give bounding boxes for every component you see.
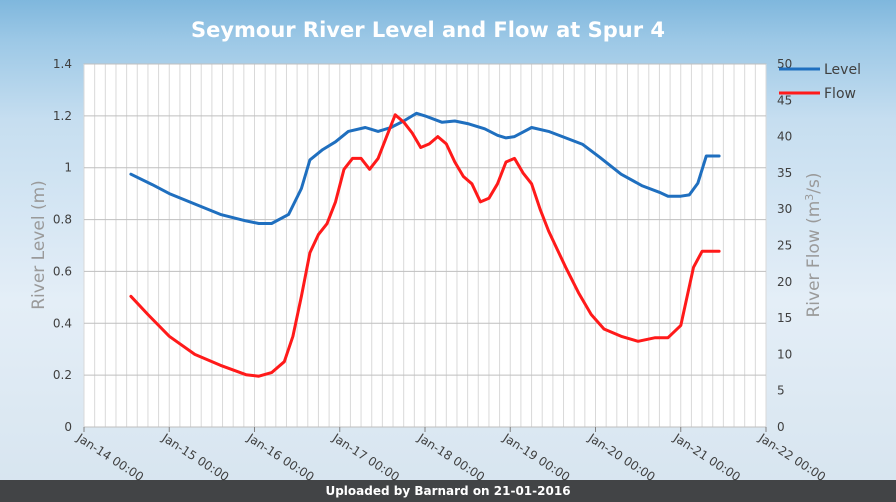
left-tick-label: 0 bbox=[64, 420, 72, 434]
left-tick-label: 1 bbox=[64, 161, 72, 175]
minor-gridlines bbox=[83, 64, 767, 427]
x-tick-label: Jan-22 00:00 bbox=[756, 430, 829, 484]
left-tick-label: 0.2 bbox=[53, 368, 72, 382]
right-tick-label: 20 bbox=[777, 275, 792, 289]
series-line-flow bbox=[129, 113, 721, 378]
right-axis-label: River Flow (m3/s) bbox=[803, 172, 825, 317]
right-axis-label-base: River Flow (m bbox=[804, 201, 824, 318]
legend: Level Flow bbox=[779, 62, 861, 102]
x-tick-label: Jan-20 00:00 bbox=[585, 430, 658, 484]
left-tick-label: 0.8 bbox=[53, 213, 72, 227]
chart-title: Seymour River Level and Flow at Spur 4 bbox=[191, 18, 665, 42]
series-lines bbox=[129, 111, 721, 378]
x-tick-label: Jan-16 00:00 bbox=[244, 430, 317, 484]
series-line-level bbox=[129, 111, 721, 225]
upload-banner: Uploaded by Barnard on 21-01-2016 bbox=[0, 480, 896, 502]
x-tick-label: Jan-19 00:00 bbox=[500, 430, 573, 484]
right-tick-label: 35 bbox=[777, 166, 792, 180]
right-axis-label-tail: /s) bbox=[804, 172, 824, 193]
x-tick-label: Jan-14 00:00 bbox=[74, 430, 147, 484]
x-tick-label: Jan-17 00:00 bbox=[329, 430, 402, 484]
legend-label-level: Level bbox=[824, 62, 861, 78]
right-tick-label: 0 bbox=[777, 420, 785, 434]
right-tick-label: 5 bbox=[777, 384, 785, 398]
x-tick-label: Jan-15 00:00 bbox=[159, 430, 232, 484]
right-tick-label: 30 bbox=[777, 202, 792, 216]
left-tick-label: 0.4 bbox=[53, 316, 72, 330]
right-tick-label: 15 bbox=[777, 311, 792, 325]
right-tick-label: 25 bbox=[777, 239, 792, 253]
legend-label-flow: Flow bbox=[824, 86, 856, 102]
right-tick-label: 45 bbox=[777, 93, 792, 107]
left-tick-label: 1.2 bbox=[53, 109, 72, 123]
x-tick-label: Jan-18 00:00 bbox=[415, 430, 488, 484]
right-axis-label-sup: 3 bbox=[803, 194, 816, 201]
left-axis-ticks: 0 0.2 0.4 0.6 0.8 1 1.2 1.4 bbox=[53, 57, 72, 434]
left-axis-label: River Level (m) bbox=[29, 180, 49, 310]
right-tick-label: 10 bbox=[777, 347, 792, 361]
left-tick-label: 1.4 bbox=[53, 57, 72, 71]
x-axis-ticks: Jan-14 00:00 Jan-15 00:00 Jan-16 00:00 Jan-… bbox=[74, 427, 829, 484]
x-tick-label: Jan-21 00:00 bbox=[670, 430, 743, 484]
right-tick-label: 40 bbox=[777, 130, 792, 144]
left-tick-label: 0.6 bbox=[53, 264, 72, 278]
major-gridlines bbox=[84, 63, 766, 428]
